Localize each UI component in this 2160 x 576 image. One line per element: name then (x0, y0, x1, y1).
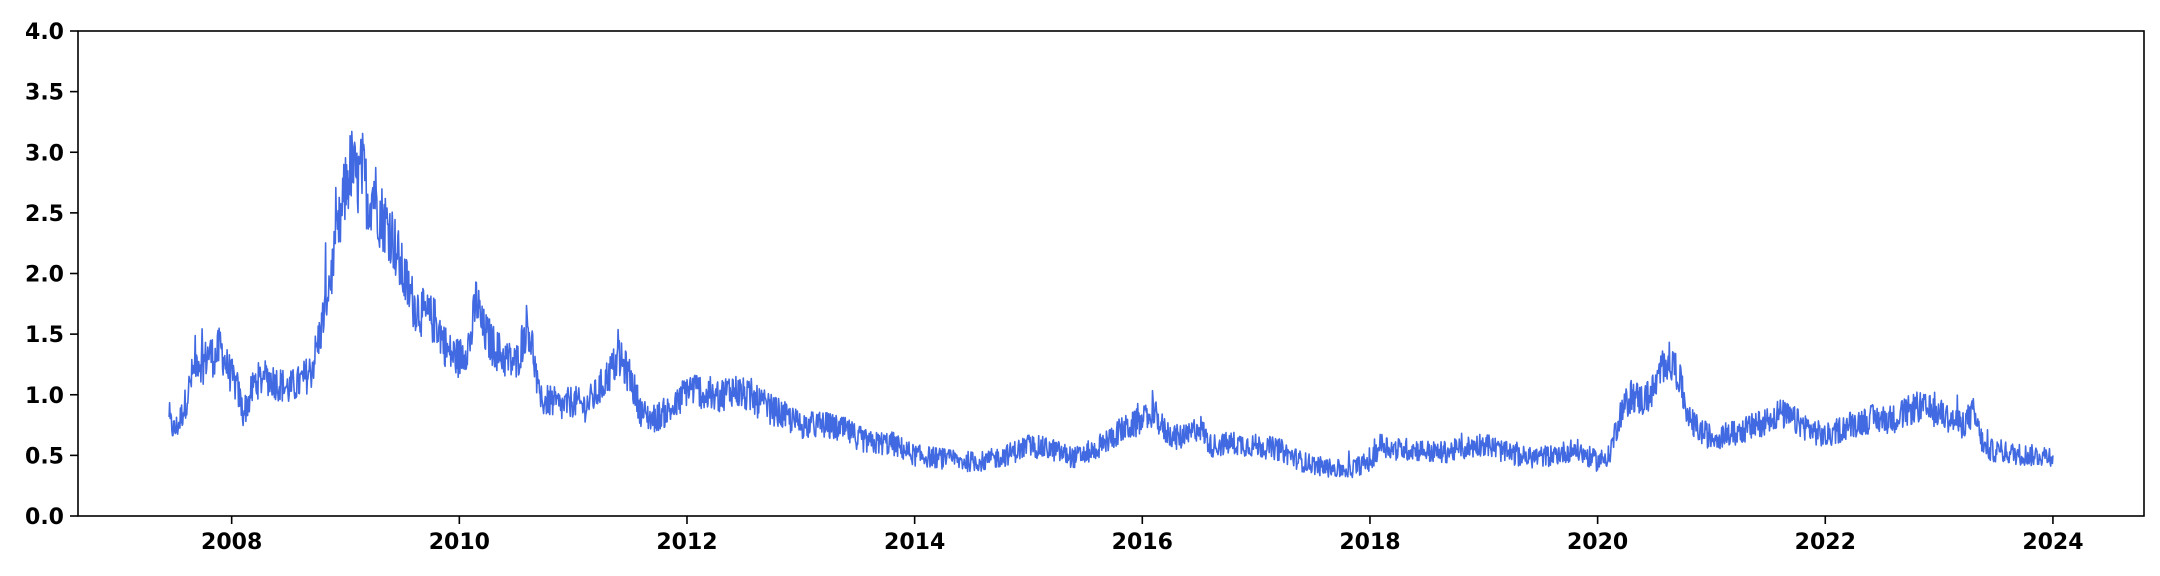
y-tick-label-0: 0.0 (25, 505, 64, 530)
y-tick-label-7: 3.5 (25, 81, 64, 106)
x-tick-label-4: 2016 (1112, 530, 1173, 555)
y-tick-label-4: 2.0 (25, 263, 64, 288)
plot-area (168, 130, 2054, 479)
y-tick-label-2: 1.0 (25, 384, 64, 409)
y-tick-label-6: 3.0 (25, 141, 64, 166)
axes: 2008 2010 2012 2014 2016 2018 2020 2022 2024 0.0 0… (25, 20, 2145, 555)
x-tick-label-2: 2012 (656, 530, 717, 555)
x-tick-label-8: 2024 (2022, 530, 2083, 555)
series-line-0 (168, 130, 2054, 479)
y-tick-label-5: 2.5 (25, 202, 64, 227)
y-tick-label-3: 1.5 (25, 323, 64, 348)
x-tick-label-0: 2008 (201, 530, 262, 555)
x-tick-label-3: 2014 (884, 530, 945, 555)
y-tick-label-8: 4.0 (25, 20, 64, 45)
y-tick-label-1: 0.5 (25, 444, 64, 469)
x-tick-label-5: 2018 (1339, 530, 1400, 555)
x-tick-label-7: 2022 (1795, 530, 1856, 555)
x-tick-label-1: 2010 (429, 530, 490, 555)
x-tick-label-6: 2020 (1567, 530, 1628, 555)
